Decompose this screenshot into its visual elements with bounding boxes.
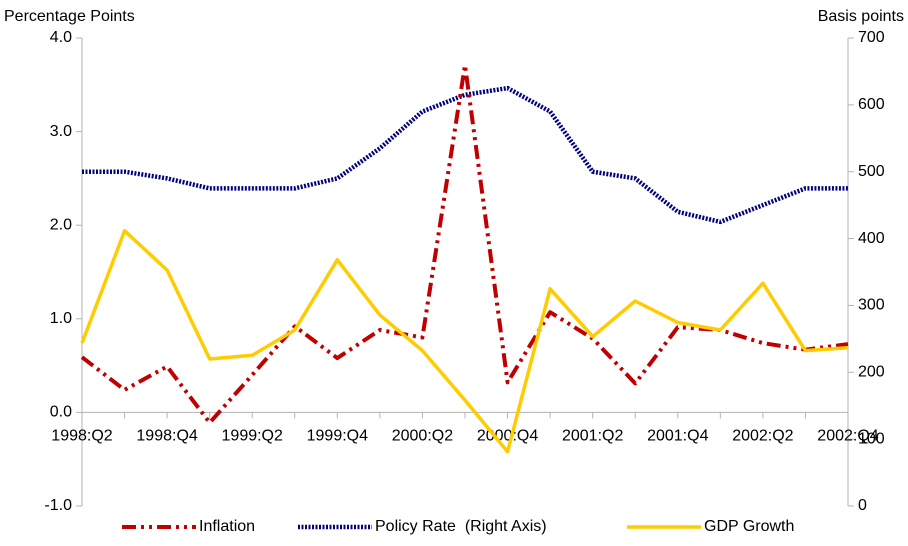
series-line [80, 229, 849, 454]
legend-label: Policy Rate (Right Axis) [375, 518, 547, 535]
y2-tick-label: 500 [858, 163, 885, 180]
y-tick-label: -1.0 [44, 497, 72, 514]
y2-tick-label: 0 [858, 497, 867, 514]
y-axis-title: Percentage Points [4, 8, 135, 25]
y-tick-label: 4.0 [50, 29, 72, 46]
y2-tick-label: 700 [858, 29, 885, 46]
x-tick-label: 2001:Q2 [562, 428, 623, 445]
x-tick-label: 1999:Q4 [307, 428, 368, 445]
x-tick-label: 2001:Q4 [647, 428, 708, 445]
x-tick-label: 2000:Q4 [477, 428, 538, 445]
y-tick-label: 3.0 [50, 123, 72, 140]
x-tick-label: 2002:Q4 [817, 428, 878, 445]
x-tick-label: 1999:Q2 [222, 428, 283, 445]
series-line [80, 63, 849, 425]
y2-tick-label: 400 [858, 230, 885, 247]
y-tick-label: 2.0 [50, 216, 72, 233]
y2-tick-label: 600 [858, 96, 885, 113]
y2-tick-label: 200 [858, 364, 885, 381]
x-tick-label: 2002:Q2 [732, 428, 793, 445]
legend-label: Inflation [199, 518, 255, 535]
y-tick-label: 1.0 [50, 310, 72, 327]
series-line [82, 85, 848, 225]
legend-label: GDP Growth [704, 518, 794, 535]
y2-axis-title: Basis points [818, 8, 904, 25]
y2-tick-label: 300 [858, 297, 885, 314]
x-tick-label: 1998:Q4 [136, 428, 197, 445]
y-tick-label: 0.0 [50, 404, 72, 421]
x-tick-label: 2000:Q2 [392, 428, 453, 445]
x-tick-label: 1998:Q2 [51, 428, 112, 445]
y2-tick-label: 100 [858, 430, 885, 447]
